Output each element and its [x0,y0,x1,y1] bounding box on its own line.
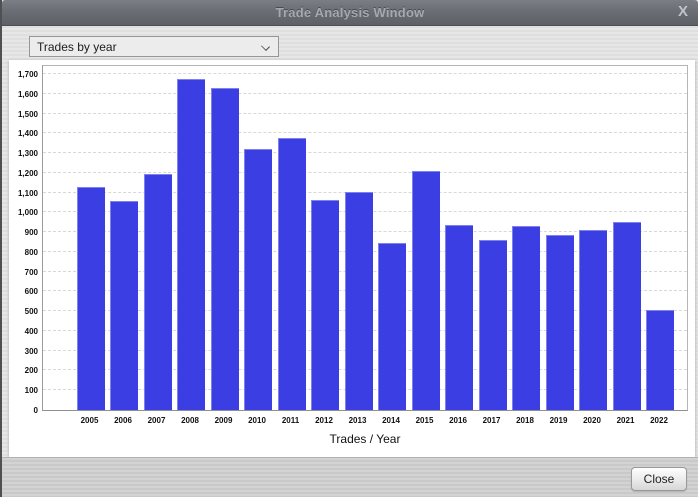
y-tick-label: 200 [24,366,38,376]
gridline [43,152,687,154]
bar-2020 [579,230,607,410]
y-tick-label: 500 [24,307,38,317]
y-tick-label: 1,200 [17,168,38,178]
y-tick-label: 1,300 [17,149,38,159]
x-tick-label: 2020 [583,416,601,425]
x-tick-label: 2009 [214,416,233,425]
bar-2005 [76,186,105,410]
y-tick-label: 100 [24,386,38,396]
y-tick-label: 400 [24,326,38,336]
gridline [43,73,687,74]
y-tick-label: 800 [24,247,38,257]
bar-2009 [210,87,239,410]
bar-2006 [110,200,138,410]
gridline [43,92,687,94]
bar-2019 [545,235,574,410]
bar-2021 [612,222,641,410]
dropdown-selected-value: Trades by year [37,39,117,54]
x-tick-label: 2015 [415,416,434,425]
gridline [43,171,687,173]
bar-2017 [478,240,507,410]
x-tick-label: 2019 [549,416,568,425]
bar-2010 [244,149,272,410]
x-tick-label: 2012 [315,416,333,425]
y-tick-label: 1,600 [17,89,38,99]
x-tick-label: 2008 [181,416,199,425]
x-tick-label: 2022 [650,416,668,425]
x-tick-label: 2016 [449,416,467,425]
y-tick-label: 300 [24,346,38,356]
bar-2007 [143,173,172,410]
x-tick-label: 2005 [80,416,99,425]
bar-2014 [378,243,406,410]
chart-panel: 0 100 200 300 400 500 600 700 800 900 1,000 1,100 1,… [9,60,695,457]
footer-bar: Close [2,457,698,497]
window-close-icon[interactable]: X [677,3,688,20]
window-title: Trade Analysis Window [275,5,425,20]
bar-2016 [445,225,473,410]
x-axis-title: Trades / Year [329,432,401,446]
bar-2022 [646,310,674,410]
gridline [43,132,687,134]
y-tick-label: 1,500 [17,109,38,119]
x-tick-label: 2013 [348,416,367,425]
y-tick-label: 900 [24,228,38,238]
chevron-down-icon [261,42,270,51]
x-tick-label: 2021 [616,416,635,425]
x-tick-label: 2014 [382,416,400,425]
x-tick-label: 2010 [248,416,266,425]
y-tick-label: 1,000 [17,208,38,218]
x-tick-label: 2006 [114,416,132,425]
bar-2013 [344,191,373,410]
y-tick-label: 0 [33,406,38,415]
x-tick-label: 2011 [281,416,300,425]
y-tick-label: 1,100 [17,188,38,198]
bar-2012 [311,199,339,410]
x-tick-label: 2018 [516,416,534,425]
y-tick-label: 1,700 [17,70,38,79]
gridline [43,112,687,114]
bar-2011 [277,138,306,410]
chart-type-dropdown[interactable]: Trades by year [29,36,279,57]
y-tick-label: 700 [24,267,38,277]
y-tick-label: 1,400 [17,129,38,139]
bar-2018 [512,226,540,410]
x-tick-label: 2017 [482,416,501,425]
close-button[interactable]: Close [631,467,687,491]
bar-2015 [411,170,440,410]
plot-area [42,65,688,411]
y-tick-label: 600 [24,287,38,297]
x-tick-label: 2007 [147,416,166,425]
window-titlebar[interactable]: Trade Analysis Window X [2,0,698,26]
bar-2008 [177,78,205,410]
